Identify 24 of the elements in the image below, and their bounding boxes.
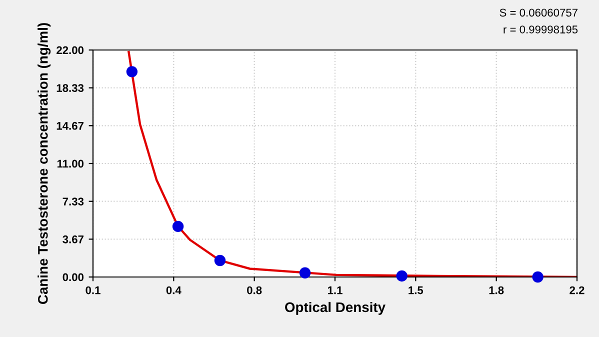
y-tick-label: 3.67 [62, 235, 84, 244]
y-tick-label: 22.00 [56, 46, 84, 54]
point [396, 270, 408, 282]
x-tick-label: 0.1 [86, 286, 100, 294]
text: S = 0.06060757 [500, 8, 578, 17]
x-tick-label: 1.5 [408, 286, 424, 294]
text: r = 0.99998195 [504, 26, 578, 34]
y-tick-label: 0.00 [62, 273, 84, 282]
point [214, 254, 226, 266]
x-axis-title: Optical Density [285, 302, 386, 315]
point [299, 267, 311, 278]
y-tick-label: 7.33 [62, 198, 84, 206]
x-tick-label: 2.2 [570, 286, 584, 294]
point [126, 66, 138, 78]
y-tick-label: 11.00 [57, 160, 84, 168]
x-tick-label: 1.1 [328, 286, 342, 294]
x-tick-label: 0.8 [247, 286, 262, 294]
point [172, 220, 184, 232]
point [532, 271, 544, 283]
y-tick-label: 18.33 [56, 84, 84, 92]
y-axis-title: Canine Testosterone concentration (ng/ml) [38, 23, 51, 304]
x-tick-label: 1.8 [489, 286, 504, 294]
y-tick-label: 14.67 [56, 122, 84, 130]
x-tick-label: 0.4 [166, 286, 182, 294]
